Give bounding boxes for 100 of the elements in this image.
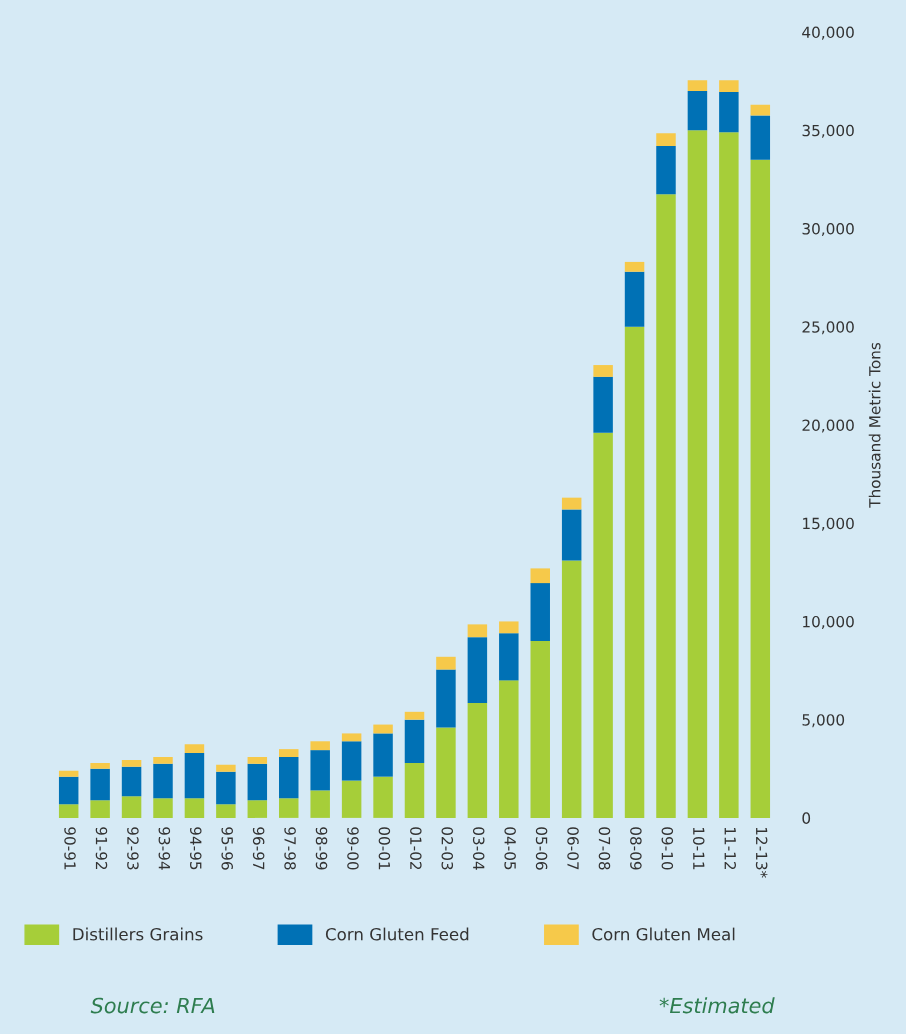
- x-tick-label: 95-96: [221, 827, 233, 870]
- x-tick-label: 00-01: [378, 827, 391, 870]
- y-tick-label: 10,000: [803, 615, 854, 630]
- bar: [436, 669, 456, 728]
- bar: [467, 624, 488, 638]
- bar: [624, 261, 645, 272]
- x-tick-label: 04-05: [504, 827, 516, 870]
- bar: [121, 766, 142, 797]
- bar: [750, 104, 771, 116]
- bar: [121, 759, 142, 767]
- bar: [404, 762, 425, 818]
- y-tick-label: 5,000: [802, 714, 845, 728]
- bar: [373, 724, 393, 734]
- bar: [467, 637, 488, 703]
- y-tick-label: 20,000: [802, 419, 854, 433]
- bar: [530, 641, 550, 818]
- x-tick-label: 05-06: [535, 827, 548, 870]
- bar: [216, 771, 236, 805]
- x-tick-label: 08-09: [630, 827, 642, 870]
- bar: [467, 702, 488, 818]
- bar: [687, 90, 708, 131]
- bar: [153, 798, 173, 818]
- bar: [687, 130, 708, 818]
- bar: [404, 719, 425, 763]
- bar: [279, 749, 299, 757]
- bar: [530, 583, 550, 642]
- bar: [216, 764, 236, 772]
- bar: [373, 776, 393, 818]
- bar: [530, 568, 550, 584]
- bar: [90, 762, 110, 769]
- y-tick-label: 30,000: [802, 222, 854, 237]
- bar: [58, 776, 79, 805]
- bar: [247, 763, 268, 801]
- bar: [247, 756, 268, 764]
- bar: [90, 768, 110, 801]
- bar: [90, 800, 110, 818]
- x-tick-label: 06-07: [567, 827, 579, 870]
- bar: [58, 770, 79, 777]
- legend-label: Distillers Grains: [73, 927, 203, 941]
- bar: [561, 560, 582, 818]
- source-note: Source: RFA: [90, 997, 215, 1014]
- bar: [341, 780, 362, 818]
- bar: [624, 326, 645, 818]
- bar: [561, 509, 582, 561]
- x-tick-label: 97-98: [284, 827, 296, 870]
- bar: [719, 132, 739, 818]
- bar: [656, 194, 676, 818]
- legend-label: Corn Gluten Feed: [325, 927, 469, 941]
- x-tick-label: 93-94: [158, 827, 171, 870]
- bar: [499, 633, 519, 681]
- bar: [750, 115, 771, 160]
- x-tick-label: 92-93: [127, 827, 139, 870]
- x-tick-label: 98-99: [315, 827, 328, 870]
- x-tick-label: 99-00: [347, 827, 359, 870]
- bar: [341, 733, 362, 742]
- x-tick-label: 03-04: [472, 827, 485, 870]
- y-tick-label: 35,000: [802, 124, 854, 138]
- bar: [656, 146, 676, 195]
- bar: [656, 133, 676, 146]
- bar: [499, 621, 519, 634]
- bar: [593, 365, 613, 377]
- bar: [341, 741, 362, 781]
- bar: [247, 800, 268, 818]
- x-tick-label: 91-92: [95, 827, 108, 870]
- bar: [593, 432, 613, 818]
- bar: [499, 680, 519, 818]
- y-tick-label: 25,000: [802, 321, 854, 335]
- y-tick-label: 15,000: [803, 517, 854, 531]
- bar: [373, 733, 393, 777]
- bar: [279, 756, 299, 799]
- bar: [184, 798, 205, 818]
- x-tick-label: 12-13*: [755, 827, 768, 878]
- bar: [310, 750, 330, 791]
- text: *Estimated: [659, 997, 775, 1014]
- x-tick-label: 94-95: [190, 827, 202, 870]
- bar: [216, 804, 236, 818]
- bar: [184, 744, 205, 754]
- x-tick-label: 01-02: [410, 827, 422, 870]
- bar: [153, 763, 173, 799]
- bar: [561, 497, 582, 510]
- x-tick-label: 96-97: [252, 827, 265, 870]
- bar: [404, 711, 425, 720]
- x-tick-label: 07-08: [598, 827, 611, 870]
- bar: [436, 727, 456, 818]
- bar: [593, 376, 613, 433]
- x-tick-label: 10-11: [692, 827, 705, 870]
- bar: [121, 796, 142, 818]
- bar: [58, 804, 79, 818]
- bar: [687, 80, 708, 91]
- bar: [719, 80, 739, 92]
- bar: [719, 91, 739, 133]
- bar: [310, 741, 330, 751]
- bar: [436, 656, 456, 670]
- x-tick-label: 09-10: [661, 827, 674, 870]
- x-tick-label: 90-91: [64, 827, 76, 870]
- bar: [279, 798, 299, 818]
- x-tick-label: 11-12: [724, 827, 736, 870]
- bar: [624, 271, 645, 327]
- x-tick-label: 02-03: [441, 827, 454, 870]
- legend-label: Corn Gluten Meal: [592, 927, 735, 941]
